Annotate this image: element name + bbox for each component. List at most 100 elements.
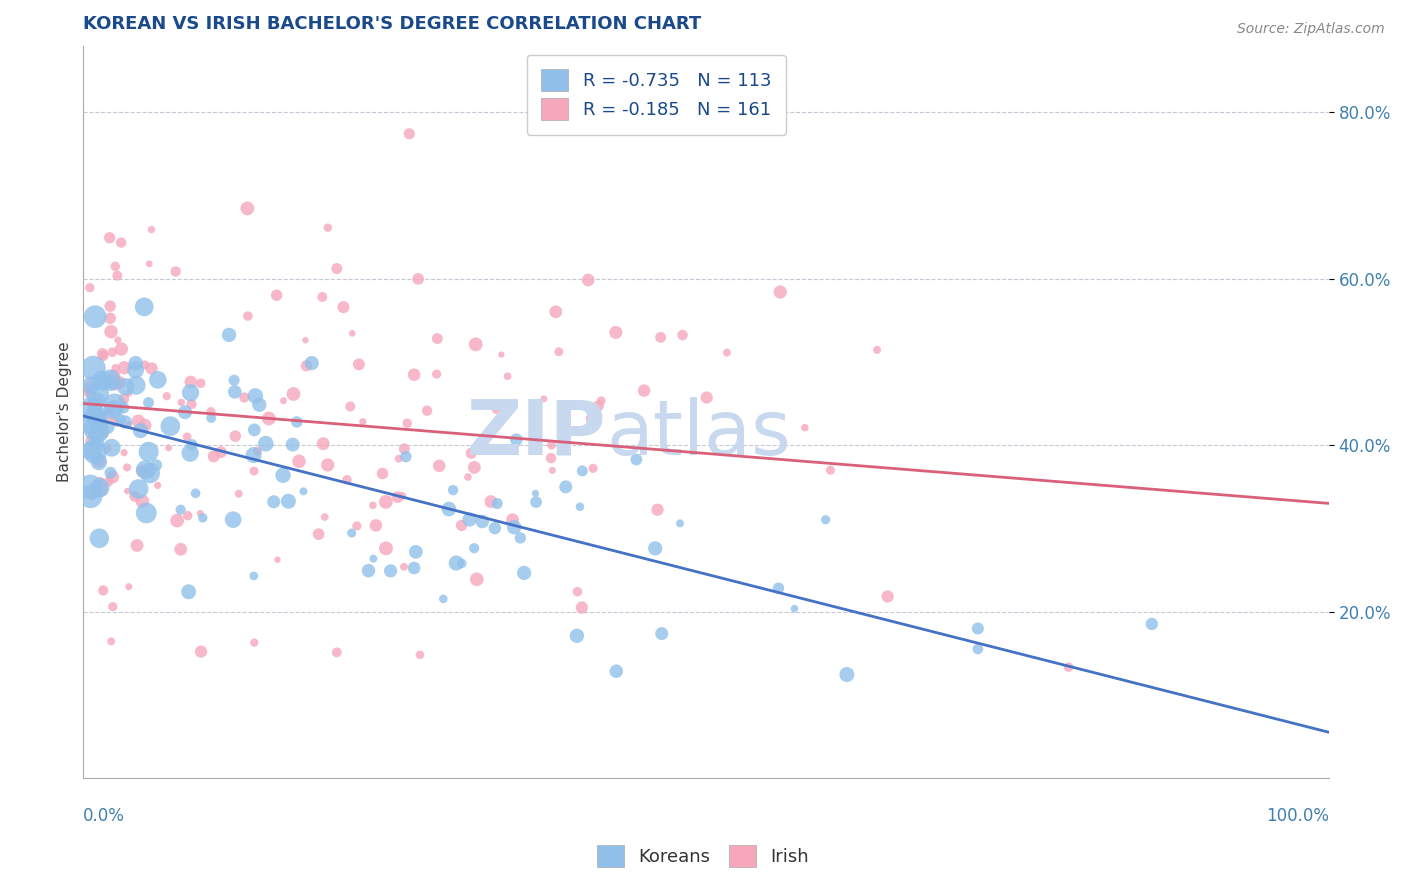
Point [568,500,591,514]
Point [134,358,156,372]
Point [294,333,316,347]
Point [266,288,288,302]
Point [364,518,387,533]
Point [110,235,132,250]
Point [426,367,449,381]
Point [127,414,149,428]
Point [876,590,898,604]
Point [100,634,122,648]
Point [361,498,384,512]
Point [352,415,374,429]
Point [84,445,107,459]
Point [396,416,419,430]
Point [177,584,200,599]
Point [395,450,418,464]
Point [793,420,815,434]
Point [200,405,222,419]
Point [336,473,359,487]
Point [392,559,415,574]
Point [79,428,101,442]
Point [103,369,125,384]
Point [513,566,536,580]
Point [190,644,212,658]
Point [91,374,114,388]
Point [394,442,416,456]
Point [450,518,472,533]
Point [96,442,118,456]
Point [100,466,122,480]
Point [165,264,187,278]
Point [409,648,432,662]
Point [301,356,323,370]
Point [98,311,121,326]
Point [169,502,191,516]
Point [82,361,104,376]
Point [326,261,349,276]
Point [347,358,370,372]
Point [98,375,121,389]
Point [83,398,105,412]
Point [91,583,114,598]
Point [581,411,603,425]
Point [650,330,672,344]
Point [80,415,103,429]
Point [170,542,193,557]
Point [524,486,547,500]
Point [340,526,363,541]
Point [866,343,889,357]
Point [1140,616,1163,631]
Point [967,642,990,657]
Point [100,325,122,339]
Point [426,332,449,346]
Point [363,551,385,566]
Point [79,490,101,504]
Point [242,448,264,462]
Point [509,531,531,545]
Point [124,363,146,377]
Point [101,470,124,484]
Point [97,475,120,489]
Point [582,461,605,475]
Point [246,444,269,458]
Point [486,401,509,415]
Point [89,475,111,489]
Point [166,514,188,528]
Point [100,376,122,391]
Point [98,299,121,313]
Point [326,645,349,659]
Point [180,375,202,389]
Point [404,368,426,382]
Point [87,414,110,428]
Point [146,478,169,492]
Point [105,376,128,391]
Point [101,599,124,614]
Point [591,393,613,408]
Point [146,373,169,387]
Point [314,510,336,524]
Point [222,513,245,527]
Point [273,393,295,408]
Point [644,541,666,556]
Point [124,489,146,503]
Point [460,446,482,460]
Point [174,405,197,419]
Point [465,572,488,586]
Point [107,333,129,347]
Point [80,378,103,392]
Text: ZIP: ZIP [467,397,606,471]
Point [491,348,513,362]
Point [228,486,250,500]
Point [406,272,429,286]
Point [141,361,163,376]
Point [218,327,240,342]
Point [80,443,103,458]
Point [427,458,450,473]
Point [375,541,398,556]
Point [311,290,333,304]
Point [605,664,627,678]
Point [405,545,427,559]
Point [79,480,101,494]
Point [100,401,122,416]
Text: atlas: atlas [606,397,792,471]
Point [502,513,524,527]
